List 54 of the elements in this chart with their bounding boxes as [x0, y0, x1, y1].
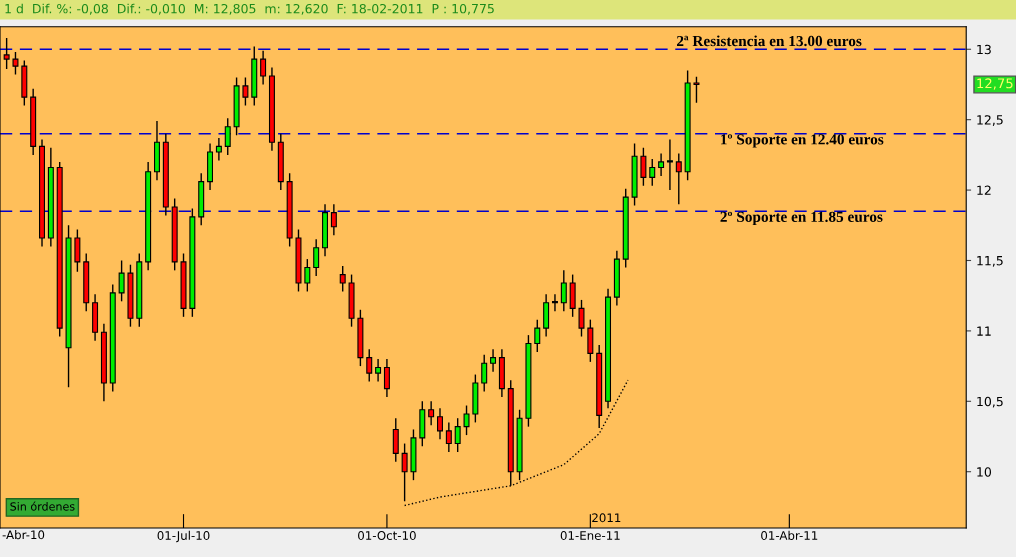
y-tick-label: 10,5 — [977, 396, 1003, 408]
text: -Abr-10 — [2, 530, 45, 540]
candlestick — [649, 158, 656, 187]
candlestick — [481, 354, 488, 393]
candlestick — [463, 404, 470, 436]
candlestick — [445, 421, 452, 453]
candlestick — [640, 147, 647, 187]
y-tick-label: 11 — [977, 326, 991, 336]
ref-line-label: 2º Soporte en 11.85 euros — [720, 211, 883, 226]
candlestick — [304, 258, 311, 293]
candlestick — [260, 49, 267, 86]
y-tick-label: 13 — [977, 44, 991, 55]
candlestick — [693, 76, 700, 104]
candlestick — [3, 37, 10, 70]
x-tick-label: 01-Abr-11 — [761, 530, 818, 540]
line-series — [403, 379, 629, 507]
candlestick — [490, 348, 497, 373]
y-tick-label: 12,5 — [977, 115, 1003, 126]
ref-line-label: 2ª Resistencia en 13.00 euros — [676, 35, 862, 47]
candlestick — [224, 117, 231, 156]
annotation: Sin órdenes — [10, 501, 75, 511]
candlestick — [242, 76, 249, 107]
candlestick — [578, 299, 585, 338]
candlestick — [675, 152, 682, 205]
x-tick-label: 01-Oct-10 — [358, 531, 416, 540]
candlestick — [74, 228, 81, 273]
candlestick — [339, 265, 346, 293]
candlestick — [658, 152, 665, 177]
candlestick — [215, 137, 222, 162]
candlestick — [313, 238, 320, 277]
y-tick-label: 12 — [977, 185, 991, 195]
candlestick — [401, 442, 408, 502]
candlestick — [366, 348, 373, 383]
candlestick — [375, 358, 382, 383]
candlestick — [437, 407, 443, 441]
y-tick-label: 10 — [977, 467, 992, 477]
candlestick — [383, 358, 390, 398]
candlestick — [12, 51, 19, 76]
y-tick-label: 11,5 — [977, 256, 1003, 267]
candlestick — [330, 203, 337, 236]
chart-title: 1 d Dif. %: -0,08 Dif.: -0,010 M: 12,805 m: 12,620 F: 18-02-2011 P : 10,775 — [5, 3, 494, 15]
candlestick — [118, 259, 125, 303]
candlestick — [428, 400, 435, 426]
candlestick — [454, 417, 461, 453]
x-tick-label: 01-Jul-10 — [157, 530, 210, 543]
candlestick — [392, 417, 399, 463]
ref-line-label: 1º Soporte en 12.40 euros — [721, 134, 884, 148]
candlestick — [534, 318, 541, 353]
candlestick — [560, 269, 567, 312]
text: 12,75 — [977, 78, 1013, 90]
annotation: 2011 — [592, 513, 621, 523]
x-tick-label: 01-Ene-11 — [560, 531, 620, 540]
candlestick — [551, 293, 558, 312]
candlestick — [666, 138, 673, 191]
